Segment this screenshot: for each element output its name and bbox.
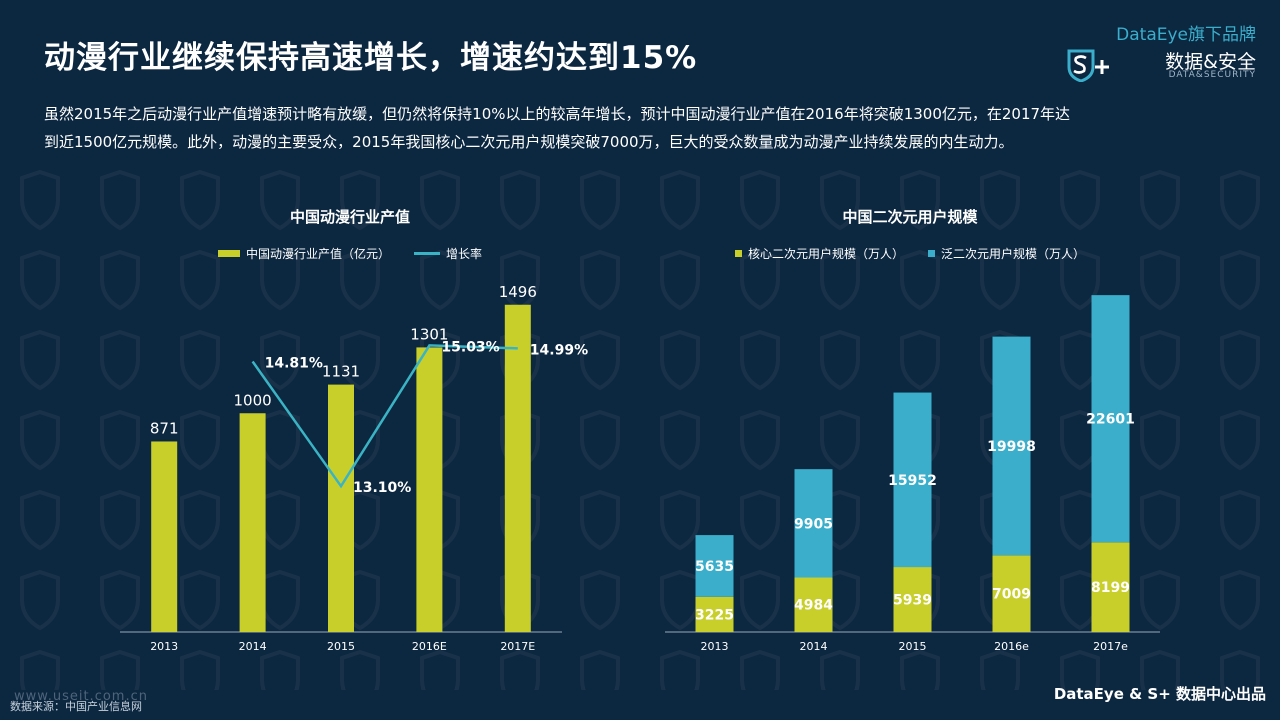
segment-value-label: 19998 <box>987 439 1036 455</box>
chart-title: 中国二次元用户规模 <box>842 208 978 226</box>
stacked-bar-segment <box>992 555 1031 632</box>
bar-value-label: 1301 <box>410 325 448 343</box>
x-tick-label: 2016E <box>412 640 447 653</box>
bar-value-label: 1000 <box>234 391 272 409</box>
x-tick-label: 2015 <box>899 640 927 653</box>
legend-label: 增长率 <box>446 247 483 261</box>
x-tick-label: 2014 <box>800 640 828 653</box>
segment-value-label: 9905 <box>794 516 833 532</box>
segment-value-label: 3225 <box>695 607 734 623</box>
x-tick-label: 2017E <box>500 640 535 653</box>
bar <box>239 413 266 632</box>
x-tick-label: 2013 <box>150 640 178 653</box>
intro-line-1: 虽然2015年之后动漫行业产值增速预计略有放缓，但仍然将保持10%以上的较高年增… <box>44 105 1071 123</box>
footer-brand: DataEye & S+ 数据中心出品 <box>1053 685 1266 703</box>
stacked-bar-segment <box>695 535 734 597</box>
segment-value-label: 22601 <box>1086 412 1135 428</box>
segment-value-label: 8199 <box>1091 580 1130 596</box>
x-tick-label: 2015 <box>327 640 355 653</box>
x-tick-label: 2013 <box>701 640 729 653</box>
stacked-bar-segment <box>992 336 1031 556</box>
growth-rate-label: 14.81% <box>265 355 323 371</box>
legend-item-broad: 泛二次元用户规模（万人） <box>928 245 1085 262</box>
growth-rate-label: 15.03% <box>441 339 499 355</box>
brand-subtitle: DATA&SECURITY <box>1168 70 1256 80</box>
watermark: www.useit.com.cn <box>14 689 148 704</box>
data-source: 数据来源：中国产业信息网 <box>10 700 142 713</box>
growth-line <box>251 344 518 489</box>
brand-name: 数据&安全 <box>1165 51 1256 73</box>
bar-value-label: 1131 <box>322 363 360 381</box>
legend-item-core: 核心二次元用户规模（万人） <box>734 245 904 262</box>
segment-value-label: 7009 <box>992 587 1031 603</box>
brand-top-label: DataEye旗下品牌 <box>1116 25 1256 45</box>
bar-value-label: 871 <box>150 419 179 437</box>
legend-item-growth: 增长率 <box>414 245 482 262</box>
stacked-bar-segment <box>794 577 833 632</box>
chart-plot: 3225 5635 2013 4984 9905 2014 5939 15952 2015 700… <box>665 295 1160 653</box>
chart-legend: 中国动漫行业产值（亿元） 增长率 <box>110 245 590 262</box>
chart-plot: 871 2013 1000 2014 1131 2015 1301 2016E 1496 2017… <box>120 283 588 653</box>
bar <box>416 347 443 632</box>
bar-value-label: 1496 <box>499 283 537 301</box>
legend-item-output: 中国动漫行业产值（亿元） <box>217 245 390 262</box>
segment-value-label: 5939 <box>893 593 932 609</box>
chart-legend: 核心二次元用户规模（万人） 泛二次元用户规模（万人） <box>650 245 1170 262</box>
legend-label: 泛二次元用户规模（万人） <box>941 247 1086 261</box>
chart-title: 中国动漫行业产值 <box>289 208 410 226</box>
legend-swatch-line <box>414 252 440 255</box>
stacked-bar-segment <box>1091 542 1130 632</box>
segment-value-label: 5635 <box>695 559 734 575</box>
growth-rate-label: 14.99% <box>530 342 588 358</box>
x-tick-label: 2014 <box>239 640 267 653</box>
intro-paragraph: 虽然2015年之后动漫行业产值增速预计略有放缓，但仍然将保持10%以上的较高年增… <box>44 100 1154 156</box>
shield-s-plus-icon <box>1067 49 1109 82</box>
legend-swatch-yellow <box>734 250 742 257</box>
stacked-bar-segment <box>695 596 734 632</box>
bar <box>328 384 354 632</box>
x-tick-label: 2017e <box>1093 640 1128 653</box>
segment-value-label: 15952 <box>888 473 937 489</box>
stacked-bar-segment <box>794 469 833 578</box>
x-tick-label: 2016e <box>994 640 1029 653</box>
acg-users-chart: 中国二次元用户规模 核心二次元用户规模（万人） 泛二次元用户规模（万人） 322… <box>650 190 1170 670</box>
legend-label: 核心二次元用户规模（万人） <box>747 247 904 261</box>
bar <box>151 441 178 632</box>
legend-label: 中国动漫行业产值（亿元） <box>245 247 390 261</box>
industry-output-chart: 中国动漫行业产值 中国动漫行业产值（亿元） 增长率 871 2013 1000 201… <box>110 190 590 670</box>
stacked-bar-segment <box>893 567 932 632</box>
stacked-bar-segment <box>893 392 932 568</box>
legend-swatch-teal <box>928 250 935 257</box>
bar <box>504 304 531 632</box>
growth-rate-label: 13.10% <box>353 480 411 496</box>
intro-line-2: 到近1500亿元规模。此外，动漫的主要受众，2015年我国核心二次元用户规模突破… <box>44 133 1014 151</box>
page-title: 动漫行业继续保持高速增长，增速约达到15% <box>44 40 698 76</box>
brand-logo-block: DataEye旗下品牌 数据&安全 DATA&SECURITY <box>1066 20 1256 84</box>
segment-value-label: 4984 <box>794 598 833 614</box>
stacked-bar-segment <box>1091 295 1130 543</box>
legend-swatch-yellow <box>217 250 240 257</box>
